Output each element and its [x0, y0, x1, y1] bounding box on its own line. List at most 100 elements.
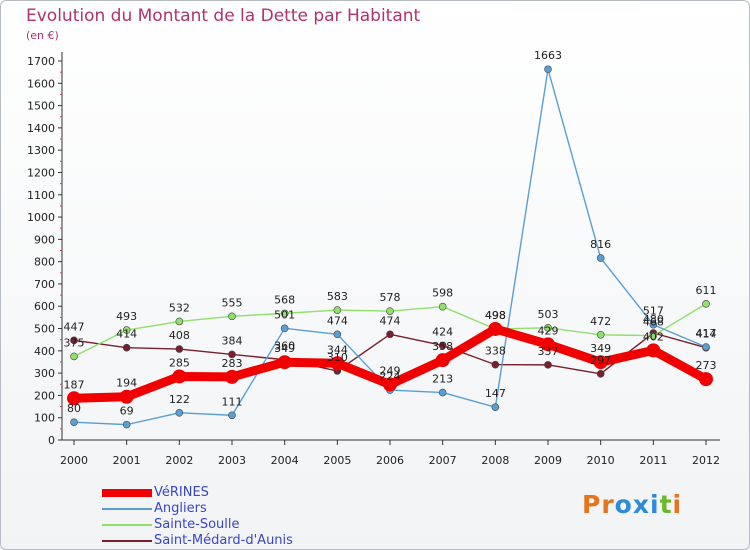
data-point — [438, 388, 447, 397]
x-tick-label: 2008 — [481, 454, 509, 467]
data-point — [70, 336, 78, 345]
data-point — [488, 321, 503, 336]
data-point — [67, 391, 81, 406]
data-label: 578 — [380, 291, 401, 304]
data-label: 468 — [643, 316, 664, 329]
data-point — [119, 389, 134, 404]
data-label: 474 — [327, 314, 348, 327]
data-label: 498 — [485, 309, 506, 322]
logo-letter: t — [659, 490, 673, 519]
data-point — [386, 330, 394, 339]
data-point — [175, 345, 184, 353]
data-label: 402 — [643, 330, 664, 343]
data-point — [225, 369, 239, 384]
data-label: 417 — [696, 327, 717, 340]
data-label: 555 — [222, 296, 243, 309]
x-tick-label: 2005 — [323, 454, 351, 467]
proxiti-logo: Proxiti — [582, 490, 682, 519]
y-tick-label: 800 — [34, 256, 55, 269]
logo-letter: i — [672, 490, 683, 519]
legend-swatch — [102, 489, 152, 497]
data-label: 498 — [485, 309, 506, 322]
data-label: 503 — [538, 308, 559, 321]
data-label: 375 — [64, 336, 85, 349]
logo-letter: r — [601, 490, 615, 519]
x-tick-label: 2002 — [165, 454, 193, 467]
data-label: 598 — [432, 287, 453, 300]
data-label: 611 — [696, 284, 717, 297]
data-label: 80 — [67, 402, 81, 415]
legend-label: VéRINES — [154, 485, 209, 500]
data-label: 408 — [169, 329, 190, 342]
data-label: 501 — [274, 308, 295, 321]
y-tick-label: 600 — [34, 300, 55, 313]
data-label: 194 — [116, 377, 137, 390]
legend-swatch — [102, 524, 152, 526]
data-point — [70, 352, 78, 361]
data-label: 310 — [327, 351, 348, 364]
data-label: 187 — [64, 378, 85, 391]
data-label: 480 — [643, 313, 664, 326]
data-label: 816 — [590, 238, 611, 251]
series-layer — [67, 65, 713, 429]
x-tick-label: 2012 — [692, 454, 720, 467]
data-label: 349 — [590, 342, 611, 355]
data-label: 224 — [380, 370, 401, 383]
data-point — [491, 360, 500, 369]
logo-letter: i — [650, 490, 660, 519]
data-point — [175, 409, 184, 417]
y-tick-label: 500 — [34, 323, 55, 336]
data-point — [172, 369, 187, 384]
logo-letter: P — [582, 490, 602, 519]
data-label: 414 — [696, 328, 717, 341]
logo-letter: o — [614, 490, 633, 519]
data-point — [596, 254, 605, 262]
series-sainte-soulle — [70, 299, 710, 361]
data-label: 360 — [274, 340, 295, 353]
data-point — [544, 361, 552, 369]
y-tick-label: 700 — [34, 278, 55, 291]
data-label: 337 — [538, 345, 559, 358]
legend-swatch — [102, 540, 152, 542]
y-tick-label: 1600 — [27, 77, 55, 90]
data-label: 122 — [169, 393, 190, 406]
data-point — [702, 343, 710, 351]
data-label: 338 — [485, 345, 506, 358]
legend-label: Sainte-Soulle — [154, 517, 240, 532]
data-label: 532 — [169, 301, 190, 314]
data-label: 384 — [222, 334, 243, 347]
y-tick-label: 1300 — [27, 144, 55, 157]
data-point — [175, 317, 184, 326]
data-label: 414 — [116, 328, 137, 341]
data-point — [649, 331, 658, 340]
data-point — [544, 324, 552, 332]
y-tick-label: 1400 — [27, 122, 55, 135]
legend-label: Saint-Médard-d'Aunis — [154, 533, 293, 548]
data-point — [596, 369, 605, 378]
y-tick-label: 100 — [34, 412, 55, 425]
data-label: 297 — [590, 354, 611, 367]
data-point — [280, 324, 289, 333]
data-point — [228, 350, 236, 359]
unit-label: (en €) — [26, 29, 59, 42]
x-tick-label: 2010 — [587, 454, 615, 467]
x-tick-label: 2009 — [534, 454, 562, 467]
series-verines — [67, 321, 713, 406]
data-label: 213 — [432, 373, 453, 386]
data-label: 349 — [274, 342, 295, 355]
x-tick-label: 2001 — [113, 454, 141, 467]
y-tick-label: 400 — [34, 345, 55, 358]
data-point — [491, 403, 500, 412]
y-tick-label: 1000 — [27, 211, 55, 224]
data-label: 583 — [327, 290, 348, 303]
y-tick-label: 1100 — [27, 189, 55, 202]
logo-letter: x — [632, 490, 650, 519]
data-label: 472 — [590, 315, 611, 328]
data-point — [330, 356, 345, 371]
y-tick-label: 200 — [34, 389, 55, 402]
data-label: 447 — [64, 320, 85, 333]
data-point — [593, 355, 608, 370]
data-point — [333, 330, 342, 339]
data-point — [649, 320, 658, 329]
